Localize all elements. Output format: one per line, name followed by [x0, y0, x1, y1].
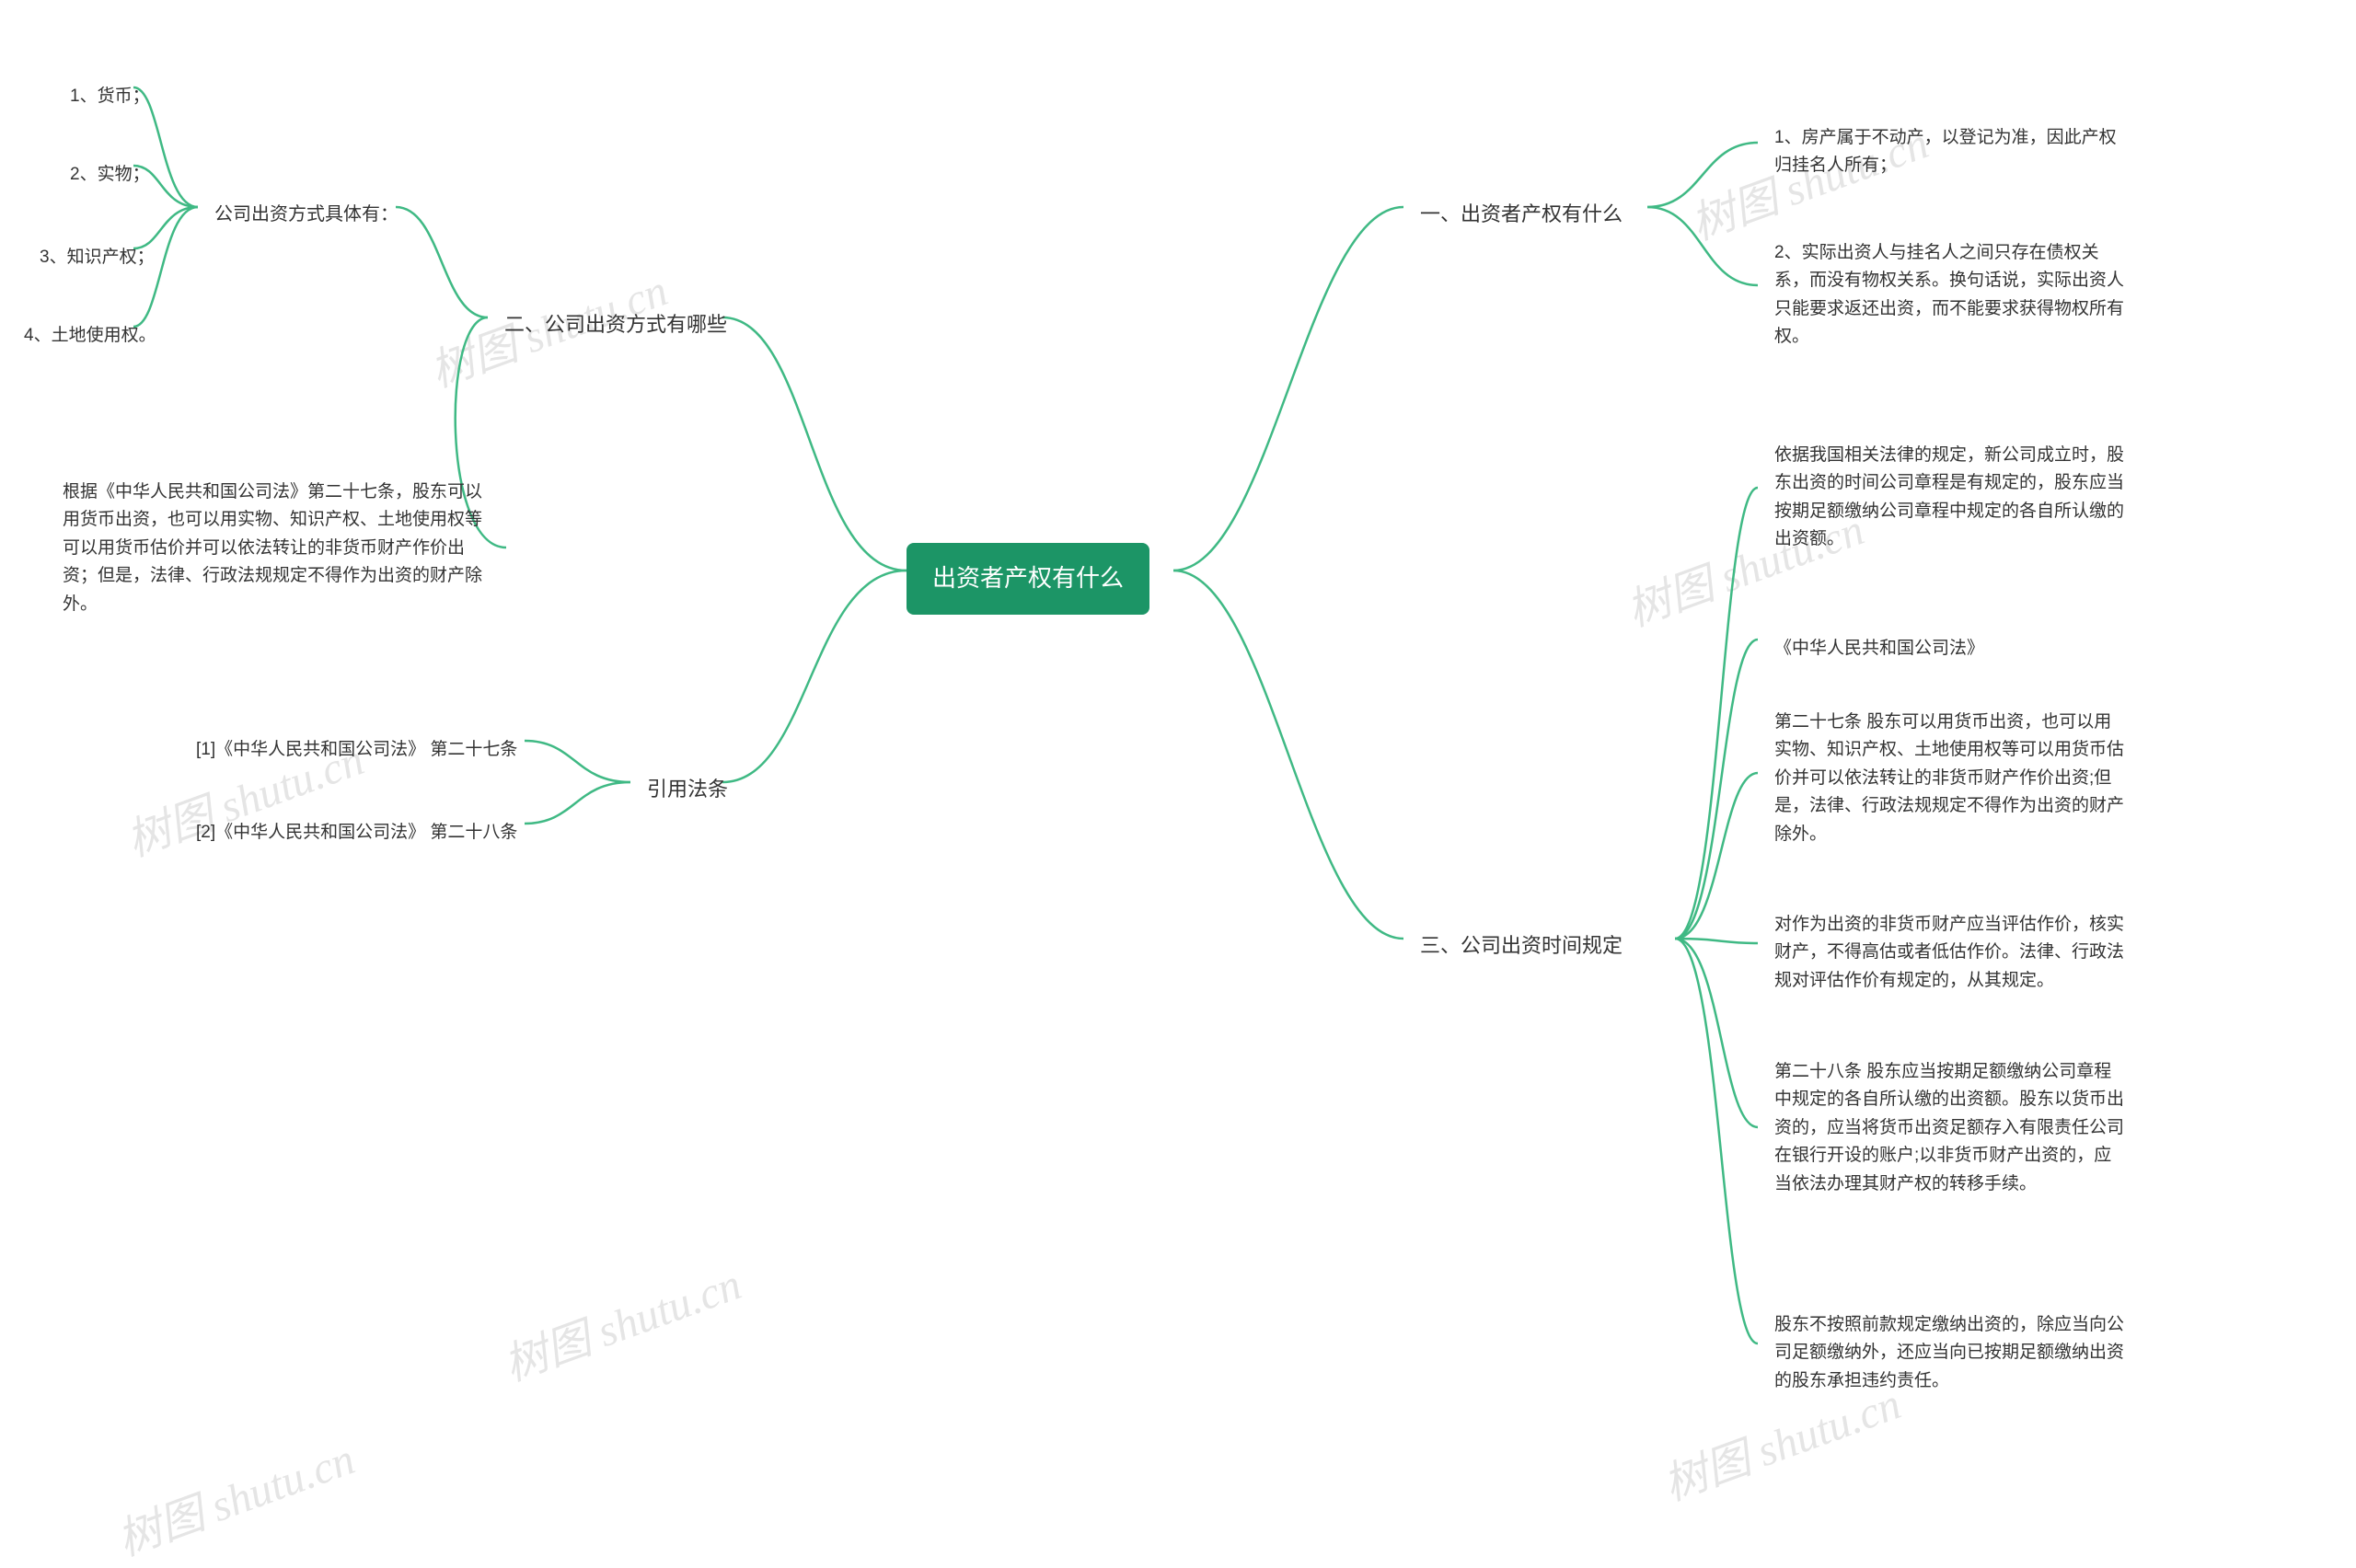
refs-item-1: [1]《中华人民共和国公司法》 第二十七条	[179, 727, 534, 773]
section-3-item-5: 第二十八条 股东应当按期足额缴纳公司章程中规定的各自所认缴的出资额。股东以货币出…	[1758, 1049, 2144, 1207]
section-2-subtitle: 公司出资方式具体有：	[198, 190, 415, 238]
section-2-note: 根据《中华人民共和国公司法》第二十七条，股东可以用货币出资，也可以用实物、知识产…	[46, 469, 511, 628]
refs-item-2: [2]《中华人民共和国公司法》 第二十八条	[179, 810, 534, 856]
section-3-item-2: 《中华人民共和国公司法》	[1758, 626, 2001, 672]
section-1-item-1: 1、房产属于不动产，以登记为准，因此产权归挂名人所有；	[1758, 115, 2144, 190]
watermark: 树图 shutu.cn	[493, 1248, 748, 1393]
section-2-leaf-2: 2、实物；	[53, 152, 167, 198]
section-3-item-1: 依据我国相关法律的规定，新公司成立时，股东出资的时间公司章程是有规定的，股东应当…	[1758, 432, 2144, 563]
section-2-leaf-1: 1、货币；	[53, 74, 167, 120]
section-3-item-3: 第二十七条 股东可以用货币出资，也可以用实物、知识产权、土地使用权等可以用货币估…	[1758, 699, 2144, 858]
section-3-title: 三、公司出资时间规定	[1403, 920, 1639, 971]
section-1-title: 一、出资者产权有什么	[1403, 189, 1639, 239]
section-1-item-2: 2、实际出资人与挂名人之间只存在债权关系，而没有物权关系。换句话说，实际出资人只…	[1758, 230, 2144, 361]
refs-title: 引用法条	[630, 764, 745, 814]
section-3-item-4: 对作为出资的非货币财产应当评估作价，核实财产，不得高估或者低估作价。法律、行政法…	[1758, 902, 2144, 1004]
watermark: 树图 shutu.cn	[107, 1423, 362, 1568]
section-2-leaf-4: 4、土地使用权。	[7, 313, 173, 359]
section-2-leaf-3: 3、知识产权；	[23, 235, 171, 281]
root-node: 出资者产权有什么	[907, 543, 1149, 615]
section-3-item-6: 股东不按照前款规定缴纳出资的，除应当向公司足额缴纳外，还应当向已按期足额缴纳出资…	[1758, 1302, 2144, 1404]
section-2-title: 二、公司出资方式有哪些	[488, 299, 744, 350]
